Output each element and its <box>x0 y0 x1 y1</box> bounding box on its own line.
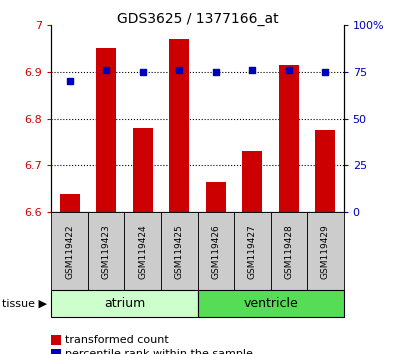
Text: GSM119422: GSM119422 <box>65 224 74 279</box>
Text: GSM119425: GSM119425 <box>175 224 184 279</box>
Bar <box>133 128 153 212</box>
Bar <box>279 65 299 212</box>
Text: percentile rank within the sample: percentile rank within the sample <box>65 349 253 354</box>
Text: GSM119423: GSM119423 <box>102 224 111 279</box>
Point <box>176 67 182 73</box>
Bar <box>315 130 335 212</box>
Bar <box>60 194 80 212</box>
Bar <box>169 39 189 212</box>
Text: atrium: atrium <box>104 297 145 310</box>
Text: GSM119424: GSM119424 <box>138 224 147 279</box>
Point <box>322 69 329 74</box>
Text: GSM119426: GSM119426 <box>211 224 220 279</box>
Point <box>66 78 73 84</box>
Point <box>249 67 256 73</box>
Point <box>103 67 109 73</box>
Text: GSM119427: GSM119427 <box>248 224 257 279</box>
Point <box>139 69 146 74</box>
Point <box>213 69 219 74</box>
Point <box>286 67 292 73</box>
Text: GSM119429: GSM119429 <box>321 224 330 279</box>
Bar <box>96 48 116 212</box>
Bar <box>206 182 226 212</box>
Text: GSM119428: GSM119428 <box>284 224 293 279</box>
Text: ventricle: ventricle <box>243 297 298 310</box>
Text: transformed count: transformed count <box>65 335 169 345</box>
Bar <box>242 152 262 212</box>
Text: tissue ▶: tissue ▶ <box>2 298 47 309</box>
Text: GDS3625 / 1377166_at: GDS3625 / 1377166_at <box>117 12 278 27</box>
